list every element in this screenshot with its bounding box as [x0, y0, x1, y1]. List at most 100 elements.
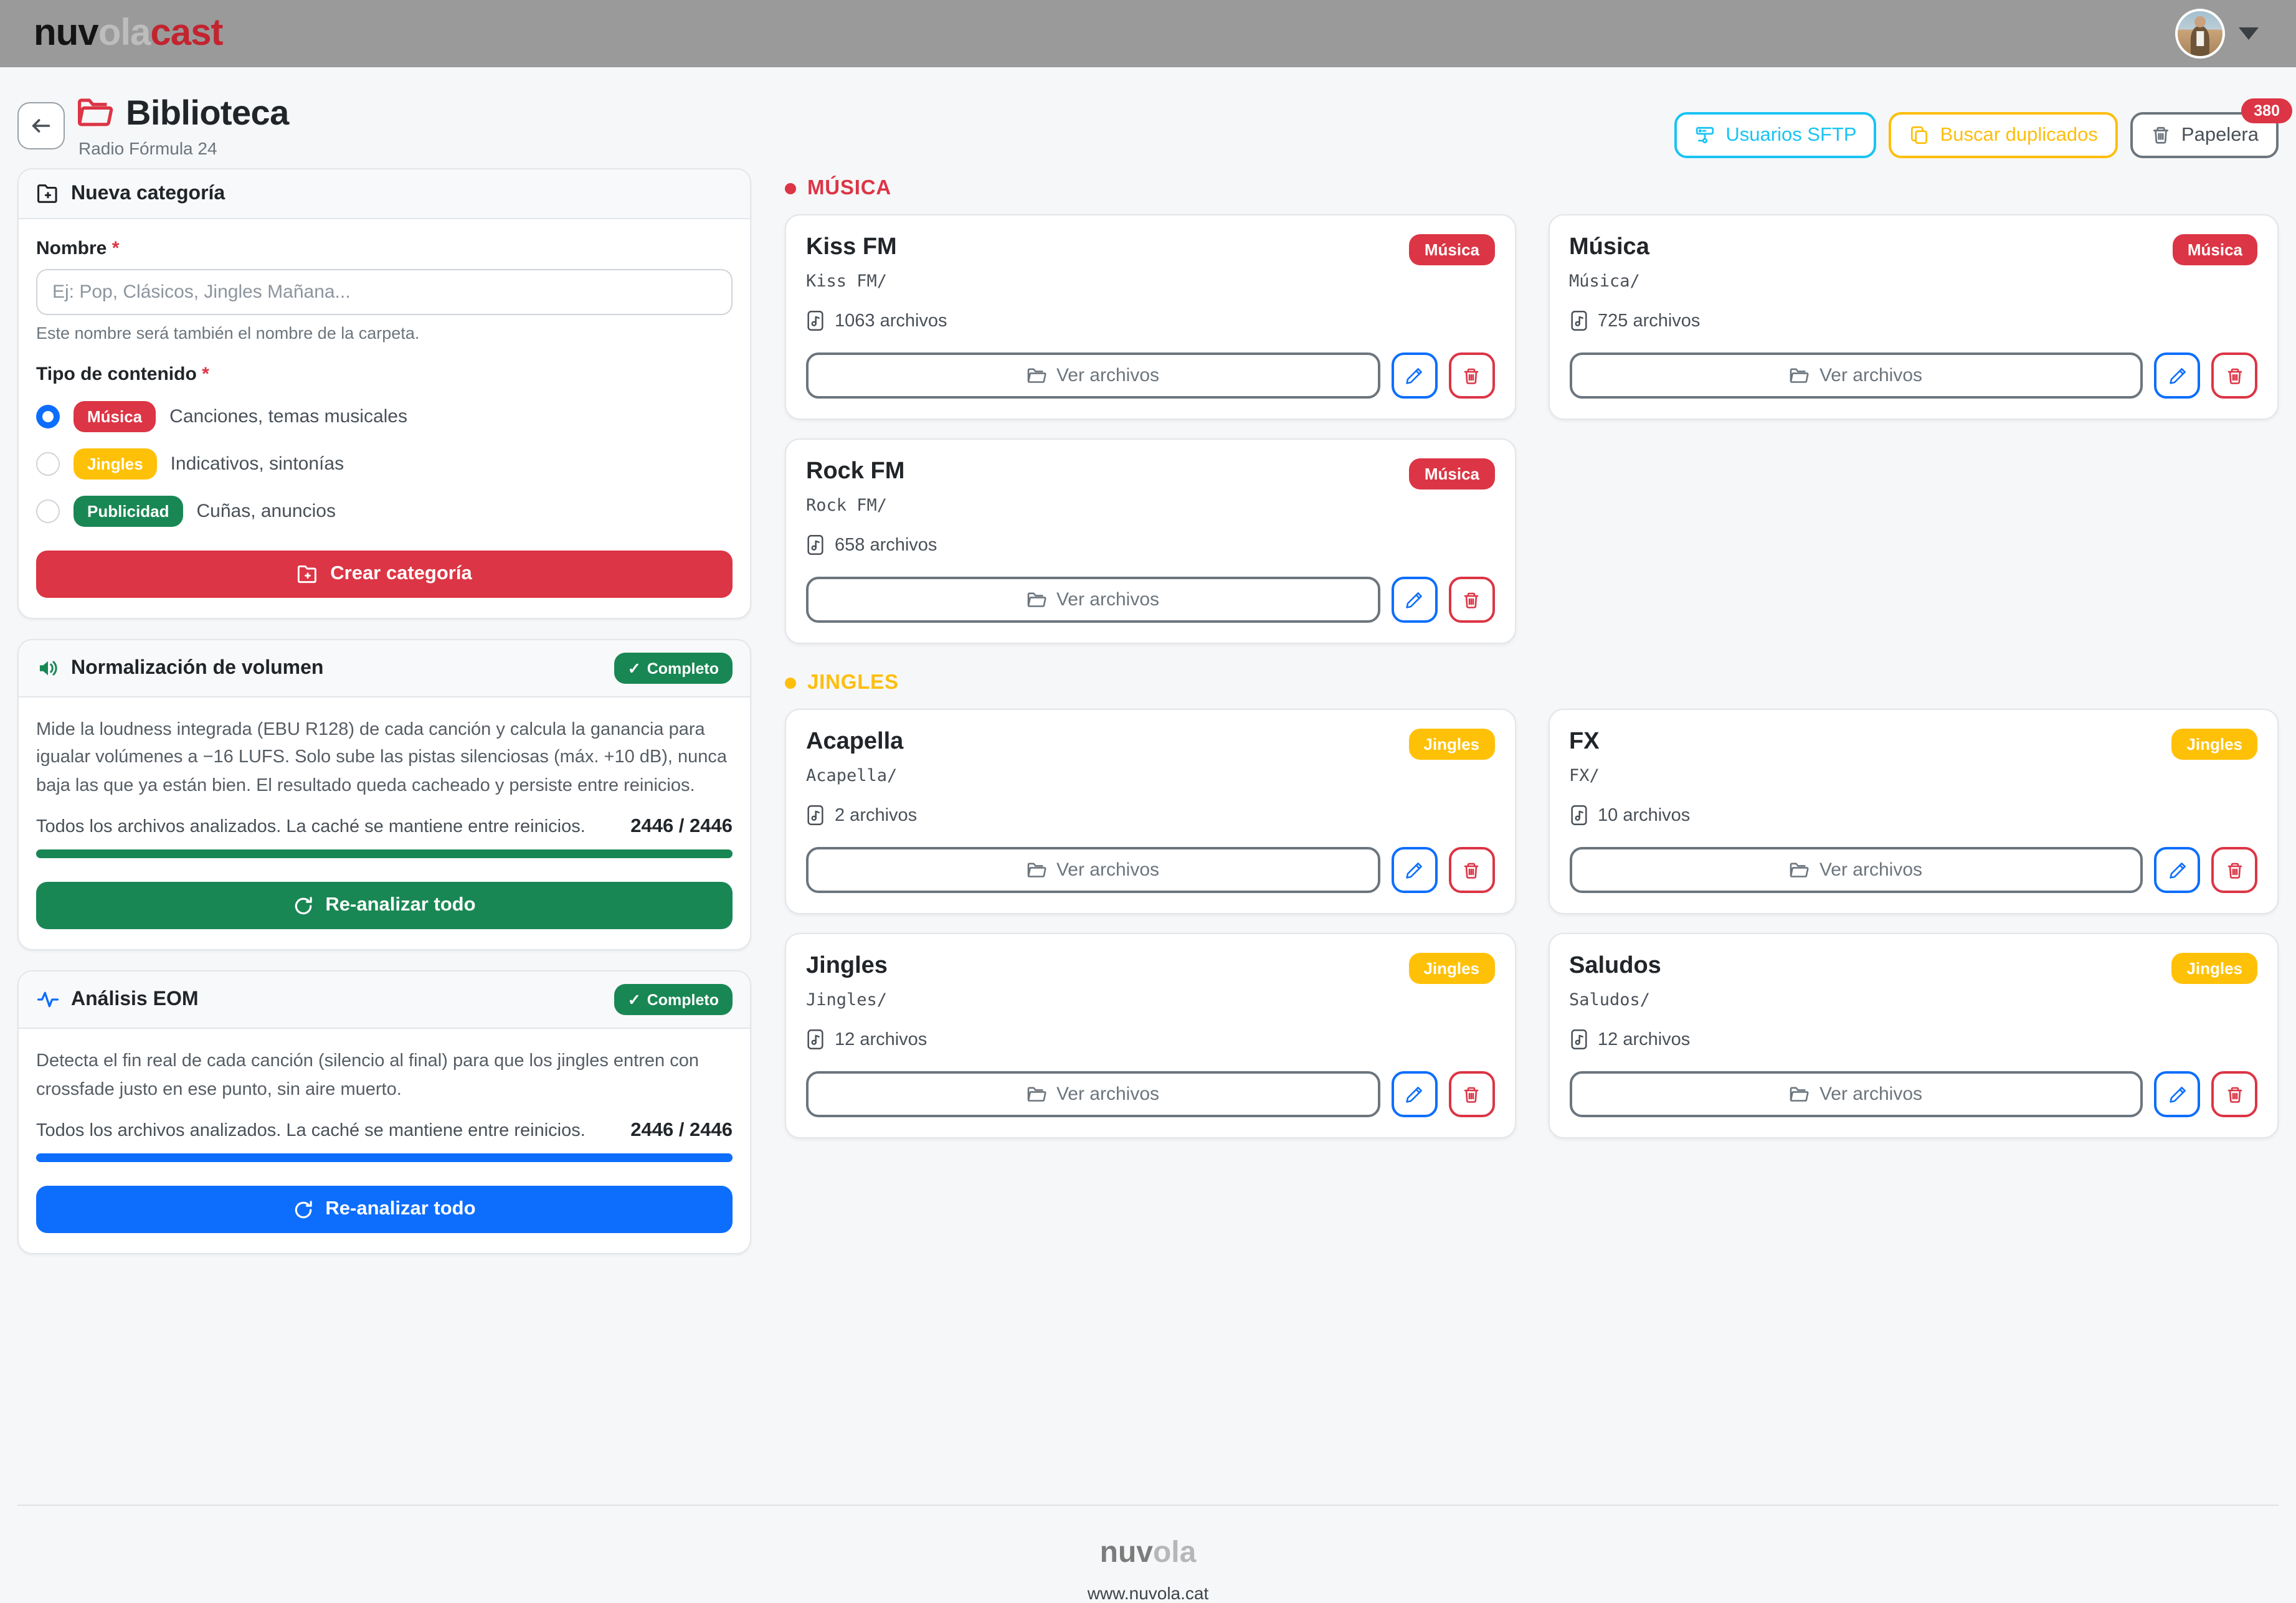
- activity-pulse-icon: [37, 992, 59, 1008]
- folder-icon: [1790, 1086, 1810, 1101]
- section-header: MÚSICA: [785, 177, 2279, 201]
- user-menu[interactable]: [2175, 9, 2259, 59]
- edit-category-button[interactable]: [2154, 352, 2200, 399]
- delete-category-button[interactable]: [1448, 1071, 1494, 1117]
- view-files-button[interactable]: Ver archivos: [806, 352, 1380, 399]
- card-actions: Ver archivos: [806, 847, 1494, 893]
- card-badge: Música: [1409, 458, 1494, 489]
- card-path: Acapella/: [806, 766, 898, 786]
- view-files-label: Ver archivos: [1056, 589, 1160, 610]
- card-badge: Jingles: [2171, 953, 2257, 984]
- content-type-option: Música Canciones, temas musicales: [36, 401, 733, 432]
- radio-button[interactable]: [36, 452, 60, 476]
- pencil-icon: [1406, 1086, 1422, 1102]
- trash-icon: [2227, 862, 2242, 878]
- check-icon: ✓: [627, 991, 641, 1010]
- folder-icon: [1790, 862, 1810, 877]
- category-name-input[interactable]: [36, 269, 733, 315]
- category-card: Acapella Jingles Acapella/ 2 archivos Ve…: [785, 709, 1516, 914]
- card-top-row: Kiss FM Música: [806, 234, 1494, 265]
- radio-button[interactable]: [36, 405, 60, 428]
- progress-bar: [36, 1153, 733, 1163]
- card-badge: Jingles: [2171, 729, 2257, 760]
- app-logo[interactable]: nuvolacast: [34, 12, 224, 54]
- back-button[interactable]: [17, 102, 65, 149]
- new-category-body: Nombre * Este nombre será también el nom…: [19, 219, 750, 618]
- delete-category-button[interactable]: [2211, 1071, 2257, 1117]
- trash-icon: [1464, 592, 1479, 608]
- edit-category-button[interactable]: [1391, 352, 1437, 399]
- trash-icon: [2227, 367, 2242, 384]
- page-header: Biblioteca Radio Fórmula 24 Usuarios SFT…: [17, 93, 2292, 158]
- view-files-label: Ver archivos: [1819, 1084, 1923, 1105]
- radio-button[interactable]: [36, 499, 60, 523]
- view-files-button[interactable]: Ver archivos: [1569, 1071, 2143, 1117]
- category-card: Jingles Jingles Jingles/ 12 archivos Ver…: [785, 933, 1516, 1138]
- delete-category-button[interactable]: [1448, 847, 1494, 893]
- view-files-button[interactable]: Ver archivos: [1569, 352, 2143, 399]
- status-badge: ✓ Completo: [614, 653, 733, 684]
- card-top-row: Jingles Jingles: [806, 953, 1494, 984]
- left-column: Nueva categoría Nombre * Este nombre ser…: [17, 168, 751, 1275]
- eom-analysis-description: Detecta el fin real de cada canción (sil…: [36, 1051, 699, 1100]
- reanalyze-all-button[interactable]: Re-analizar todo: [36, 1186, 733, 1234]
- delete-category-button[interactable]: [1448, 352, 1494, 399]
- avatar-shirt-shape: [2196, 31, 2204, 47]
- card-path: Rock FM/: [806, 496, 888, 516]
- create-category-button[interactable]: Crear categoría: [36, 551, 733, 598]
- trash-icon: [1464, 367, 1479, 384]
- reanalyze-all-label: Re-analizar todo: [325, 894, 476, 916]
- eom-analysis-title: Análisis EOM: [71, 988, 199, 1010]
- card-files-row: 12 archivos: [806, 1029, 1494, 1050]
- card-files-row: 1063 archivos: [806, 310, 1494, 331]
- view-files-button[interactable]: Ver archivos: [806, 847, 1380, 893]
- view-files-button[interactable]: Ver archivos: [806, 577, 1380, 623]
- avatar[interactable]: [2175, 9, 2225, 59]
- eom-analysis-header: Análisis EOM ✓ Completo: [19, 972, 750, 1029]
- folder-icon: [78, 98, 113, 126]
- edit-category-button[interactable]: [1391, 847, 1437, 893]
- footer: nuvola www.nuvola.cat: [17, 1505, 2279, 1603]
- footer-url-link[interactable]: www.nuvola.cat: [1087, 1583, 1209, 1603]
- content: Nueva categoría Nombre * Este nombre ser…: [17, 168, 2279, 1275]
- card-actions: Ver archivos: [1569, 847, 2257, 893]
- view-files-button[interactable]: Ver archivos: [806, 1071, 1380, 1117]
- delete-category-button[interactable]: [1448, 577, 1494, 623]
- edit-category-button[interactable]: [2154, 1071, 2200, 1117]
- card-badge: Música: [1409, 234, 1494, 265]
- card-files-row: 725 archivos: [1569, 310, 2257, 331]
- radio-option-description: Indicativos, sintonías: [170, 453, 344, 475]
- category-card: Música Música Música/ 725 archivos Ver a…: [1548, 214, 2279, 420]
- card-title: Kiss FM: [806, 234, 897, 260]
- reanalyze-all-label: Re-analizar todo: [325, 1198, 476, 1220]
- volume-normalization-title: Normalización de volumen: [71, 657, 324, 678]
- find-duplicates-button[interactable]: Buscar duplicados: [1889, 112, 2118, 158]
- content-type-options: Música Canciones, temas musicales Jingle…: [36, 401, 733, 527]
- pencil-icon: [1406, 367, 1422, 384]
- footer-logo-part-1: nuv: [1099, 1536, 1153, 1569]
- logo-part-1: nuv: [34, 12, 99, 54]
- page-subtitle: Radio Fórmula 24: [78, 138, 217, 158]
- card-actions: Ver archivos: [1569, 352, 2257, 399]
- pencil-icon: [1406, 862, 1422, 878]
- section-dot: [785, 678, 796, 689]
- category-card: FX Jingles FX/ 10 archivos Ver archivos: [1548, 709, 2279, 914]
- view-files-button[interactable]: Ver archivos: [1569, 847, 2143, 893]
- edit-category-button[interactable]: [1391, 1071, 1437, 1117]
- reanalyze-all-button[interactable]: Re-analizar todo: [36, 882, 733, 930]
- card-title: Acapella: [806, 729, 904, 755]
- card-title: Rock FM: [806, 458, 905, 485]
- edit-category-button[interactable]: [1391, 577, 1437, 623]
- new-category-header: Nueva categoría: [19, 169, 750, 219]
- status-badge-label: Completo: [647, 660, 719, 677]
- delete-category-button[interactable]: [2211, 847, 2257, 893]
- card-files-text: 12 archivos: [835, 1029, 927, 1049]
- sftp-users-button[interactable]: Usuarios SFTP: [1674, 112, 1877, 158]
- sftp-users-label: Usuarios SFTP: [1725, 124, 1857, 145]
- radio-option-description: Canciones, temas musicales: [169, 406, 407, 427]
- trash-button[interactable]: Papelera 380: [2130, 98, 2292, 158]
- delete-category-button[interactable]: [2211, 352, 2257, 399]
- edit-category-button[interactable]: [2154, 847, 2200, 893]
- chevron-down-icon[interactable]: [2239, 27, 2259, 40]
- new-category-panel: Nueva categoría Nombre * Este nombre ser…: [17, 168, 751, 619]
